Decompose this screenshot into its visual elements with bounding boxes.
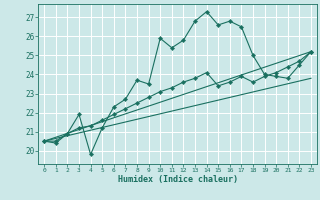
X-axis label: Humidex (Indice chaleur): Humidex (Indice chaleur) [118, 175, 238, 184]
